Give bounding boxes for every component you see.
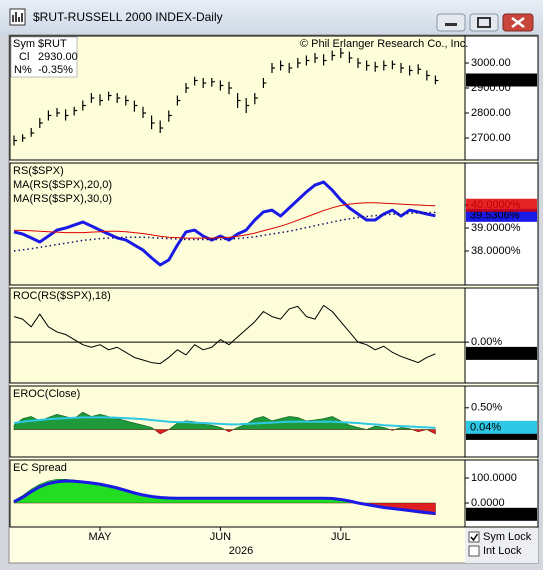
series-line: [13, 211, 436, 252]
series-name: ROC(RS($SPX),18): [13, 290, 111, 302]
window-title: $RUT-RUSSELL 2000 INDEX-Daily: [33, 10, 223, 24]
series-line: [13, 304, 436, 365]
value-label: 39.5306%: [470, 210, 520, 222]
x-tick-label: MAY: [88, 531, 112, 543]
info-key: Cl: [19, 51, 29, 63]
value-label: 0.04%: [470, 422, 501, 434]
panels: 2700.002800.002900.003000.002930.0038.00…: [9, 35, 539, 543]
series-line: [13, 416, 436, 429]
x-axis-year: 2026: [229, 545, 253, 557]
info-value: 2930.00: [38, 51, 78, 63]
area-negative: [13, 429, 436, 435]
series-line: [13, 479, 436, 515]
panel-marks: [13, 411, 436, 435]
y-tick-label: 100.0000: [471, 472, 517, 484]
value-label-box: [466, 198, 537, 212]
value-label-box: [466, 208, 537, 222]
info-value: $RUT: [38, 38, 67, 50]
value-label: 2930.00: [470, 74, 510, 86]
restore-glyph: [477, 17, 491, 28]
y-tick-label: 0.50%: [471, 402, 502, 414]
x-tick-label: JUN: [210, 531, 231, 543]
series-name: RS($SPX): [13, 165, 64, 177]
y-tick-label: 0.00%: [471, 336, 502, 348]
panel-marks: [13, 180, 436, 267]
checkbox-label: Int Lock: [483, 545, 522, 557]
checkbox-check: [470, 533, 479, 542]
series-line: [14, 202, 436, 239]
panel-marks: [13, 478, 436, 516]
series-name: MA(RS($SPX),20,0): [13, 179, 112, 191]
value-label-box: [466, 346, 537, 360]
checkbox-label: Sym Lock: [483, 531, 532, 543]
y-tick-label: 2700.00: [471, 132, 511, 144]
restore-button[interactable]: [469, 13, 499, 32]
panel-axis: [464, 162, 539, 286]
value-label-box: [466, 73, 537, 87]
value-label-box: [466, 507, 537, 521]
close-glyph: [511, 17, 525, 28]
info-background: [10, 36, 78, 78]
value-label: -2.30%: [470, 348, 505, 360]
y-tick-label: 0.0000: [471, 497, 505, 509]
value-label-box: [466, 420, 537, 434]
info-key: Sym: [13, 38, 35, 50]
panel-axis: [464, 287, 539, 384]
panel-axis: [464, 35, 539, 161]
info-key: N%: [14, 64, 32, 76]
info-box: Sym $RUT Cl 2930.00 N% -0.35%: [10, 36, 78, 78]
info-value: -0.35%: [38, 64, 73, 76]
series-name: EROC(Close): [13, 388, 80, 400]
minimize-button[interactable]: [436, 13, 466, 32]
app-icon-glyph: [12, 12, 23, 22]
window-buttons: [436, 13, 534, 32]
panel-plot: [9, 287, 466, 384]
y-tick-label: 2800.00: [471, 107, 511, 119]
y-tick-label: 3000.00: [471, 57, 511, 69]
x-tick-label: JUL: [331, 531, 351, 543]
series-name: EC Spread: [13, 462, 67, 474]
minimize-glyph: [445, 23, 457, 26]
series-name: MA(RS($SPX),30,0): [13, 193, 112, 205]
copyright: © Phil Erlanger Research Co., Inc.: [300, 38, 468, 50]
area-positive: [13, 411, 436, 430]
checkbox[interactable]: [468, 531, 480, 543]
y-tick-label: 39.0000%: [471, 222, 521, 234]
series-line: [13, 180, 436, 267]
y-tick-label: 38.0000%: [471, 245, 521, 257]
panel-marks: [10, 304, 465, 365]
checkbox[interactable]: [468, 545, 480, 557]
value-label: -47.1734: [470, 509, 513, 521]
panel-marks: [13, 48, 439, 146]
